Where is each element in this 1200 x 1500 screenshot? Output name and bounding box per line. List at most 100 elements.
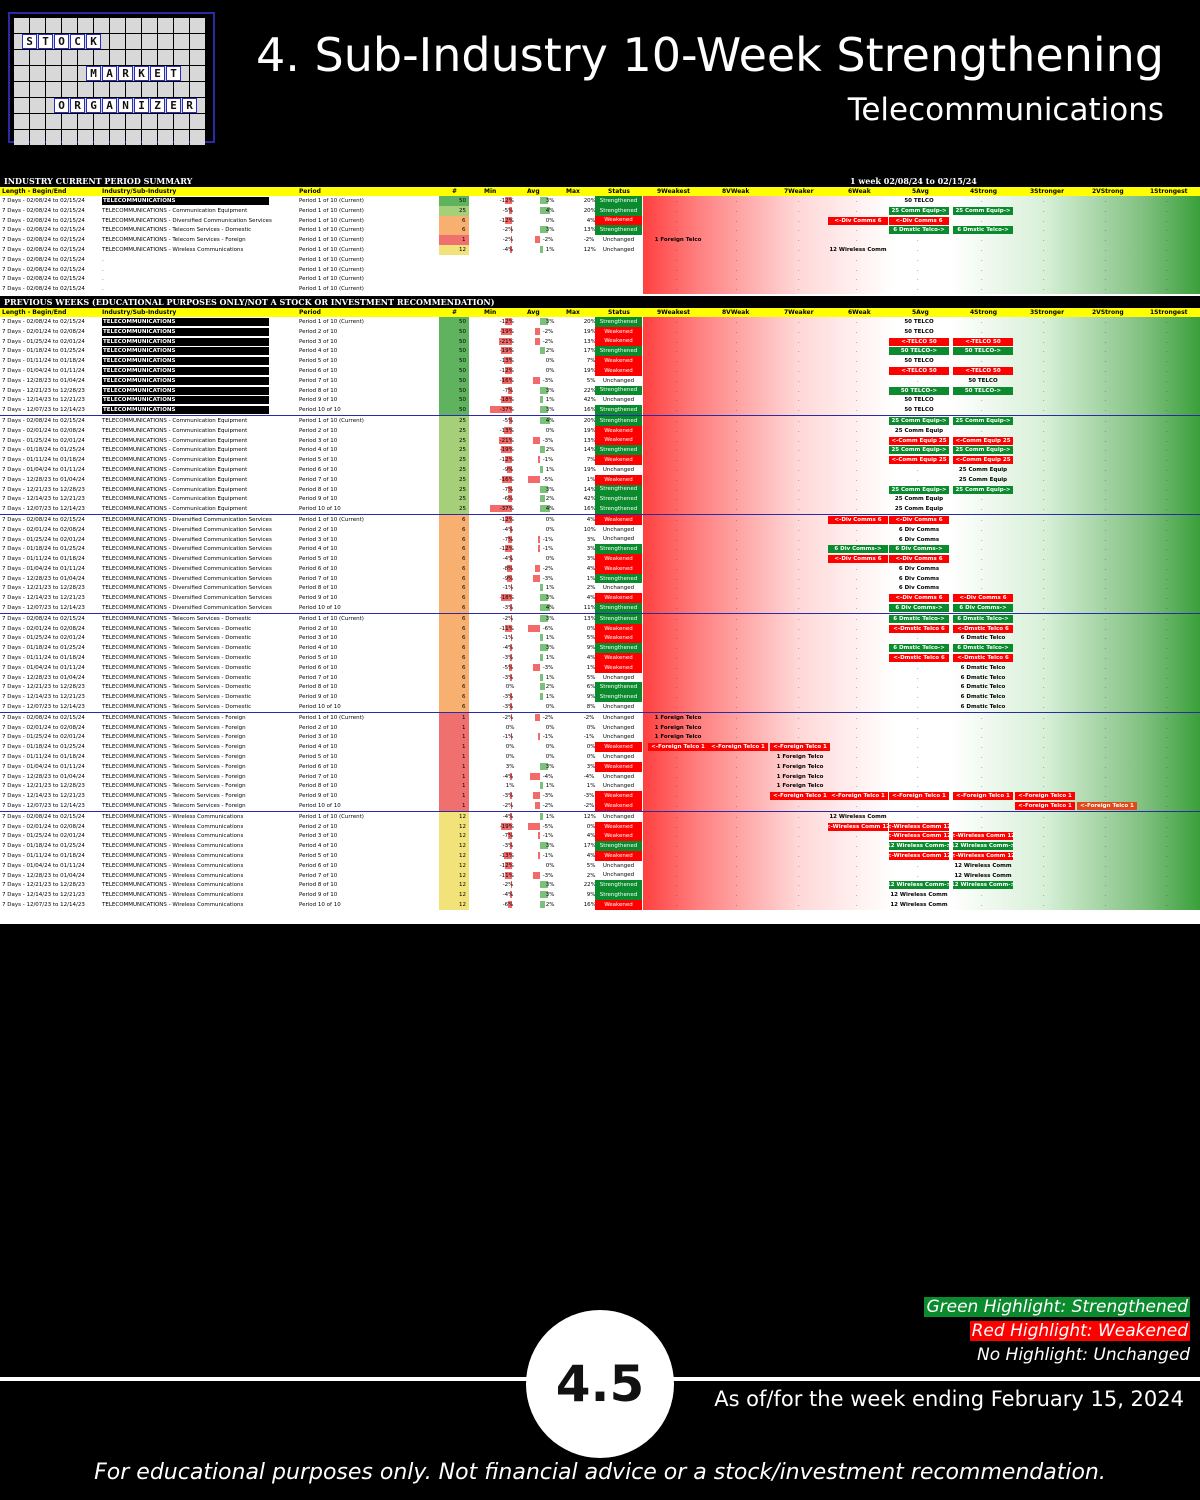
- empty-stage-dot: .: [1043, 266, 1045, 273]
- empty-stage-dot: .: [981, 813, 983, 820]
- empty-stage-dot: .: [1043, 276, 1045, 283]
- min-cell: -6%: [502, 901, 514, 908]
- empty-stage-dot: .: [676, 556, 678, 563]
- stage-placement-label: 6 Div Comms: [898, 536, 940, 543]
- length-cell: 7 Days - 02/08/24 to 02/15/24: [2, 256, 85, 263]
- min-bar: [504, 426, 512, 434]
- column-header: 3Stronger: [1030, 188, 1065, 195]
- empty-stage-dot: .: [1166, 635, 1168, 642]
- strength-heatmap-band: [643, 563, 1200, 574]
- empty-stage-dot: .: [981, 318, 983, 325]
- count-heat-cell: [439, 504, 469, 514]
- length-cell: 7 Days - 02/08/24 to 02/15/24: [2, 266, 85, 273]
- industry-cell: .: [102, 266, 104, 273]
- stage-placement-label: <-Div Comms 6: [889, 594, 949, 603]
- empty-stage-dot: .: [1105, 664, 1107, 671]
- period-cell: Period 4 of 10: [299, 744, 338, 751]
- empty-stage-dot: .: [1105, 823, 1107, 830]
- count-heat-cell: [439, 494, 469, 505]
- empty-stage-dot: .: [1043, 645, 1045, 652]
- strength-heatmap-band: [643, 326, 1200, 337]
- empty-stage-dot: .: [856, 526, 858, 533]
- stage-placement-label: 50 TELCO: [904, 358, 934, 365]
- stage-placement-label: 1 Foreign Telco: [654, 734, 702, 741]
- min-bar: [504, 197, 512, 204]
- table-row: 7 Days - 01/11/24 to 01/18/24 TELECOMMUNI…: [0, 851, 1200, 861]
- empty-stage-dot: .: [736, 595, 738, 602]
- empty-stage-dot: .: [856, 625, 858, 632]
- avg-bar: [537, 832, 540, 840]
- count-cell: 6: [462, 704, 466, 711]
- empty-stage-dot: .: [798, 605, 800, 612]
- period-cell: Period 7 of 10: [299, 872, 338, 879]
- max-cell: 4%: [586, 655, 596, 662]
- empty-stage-dot: .: [736, 526, 738, 533]
- stage-placement-label: <-TELCO 50: [953, 366, 1013, 375]
- empty-stage-dot: .: [1105, 793, 1107, 800]
- column-header: 3Stronger: [1030, 308, 1065, 316]
- min-cell: -18%: [499, 595, 514, 602]
- industry-cell: .: [102, 276, 104, 283]
- empty-stage-dot: .: [917, 862, 919, 869]
- empty-stage-dot: .: [1166, 227, 1168, 234]
- status-cell: Unchanged: [602, 714, 635, 721]
- length-cell: 7 Days - 02/08/24 to 02/15/24: [2, 813, 85, 820]
- empty-stage-dot: .: [1166, 754, 1168, 761]
- empty-stage-dot: .: [856, 684, 858, 691]
- empty-stage-dot: .: [798, 724, 800, 731]
- empty-stage-dot: .: [798, 328, 800, 335]
- max-cell: 19%: [583, 328, 596, 335]
- stage-placement-label: 1 Foreign Telco: [776, 754, 824, 761]
- count-heat-cell: [439, 415, 469, 426]
- min-cell: -16%: [499, 377, 514, 384]
- empty-stage-dot: .: [917, 694, 919, 701]
- empty-stage-dot: .: [917, 783, 919, 790]
- empty-stage-dot: .: [1166, 734, 1168, 741]
- min-bar: [510, 604, 512, 612]
- table-row: 7 Days - 01/04/24 to 01/11/24 TELECOMMUNI…: [0, 365, 1200, 376]
- empty-stage-dot: .: [856, 714, 858, 721]
- status-cell: Unchanged: [602, 377, 635, 384]
- avg-bar: [532, 376, 540, 384]
- stage-placement-label: <-Foreign Telco 1: [708, 743, 768, 752]
- avg-cell: 4%: [545, 506, 555, 513]
- status-cell: Weakened: [595, 593, 642, 604]
- empty-stage-dot: .: [676, 704, 678, 711]
- empty-stage-dot: .: [1105, 862, 1107, 869]
- table-row: 7 Days - 12/21/23 to 12/28/23 TELECOMMUNI…: [0, 682, 1200, 693]
- table-row: 7 Days - 02/08/24 to 02/15/24 TELECOMMUNI…: [0, 215, 1200, 226]
- stage-placement-label: <-Comm Equip 25: [953, 436, 1013, 445]
- empty-stage-dot: .: [736, 882, 738, 889]
- stage-placement-label: <-Foreign Telco 1: [828, 792, 888, 801]
- period-cell: Period 4 of 10: [299, 447, 338, 454]
- empty-stage-dot: .: [798, 714, 800, 721]
- strength-heatmap-band: [643, 692, 1200, 703]
- min-bar: [504, 366, 512, 374]
- column-header: 6Weak: [848, 308, 871, 316]
- empty-stage-dot: .: [736, 674, 738, 681]
- strength-heatmap-band: [643, 274, 1200, 285]
- period-cell: Period 7 of 10: [299, 476, 338, 483]
- empty-stage-dot: .: [676, 843, 678, 850]
- count-heat-cell: [439, 244, 469, 255]
- period-cell: Period 7 of 10: [299, 773, 338, 780]
- stage-placement-label: <-Comm Equip 25: [889, 456, 949, 465]
- stage-placement-label: 1 Foreign Telco: [776, 763, 824, 770]
- empty-stage-dot: .: [736, 237, 738, 244]
- empty-stage-dot: .: [1166, 207, 1168, 214]
- strength-heatmap-band: [643, 771, 1200, 782]
- avg-bar: [540, 495, 545, 503]
- table-row: 7 Days - 01/25/24 to 02/01/24 TELECOMMUNI…: [0, 435, 1200, 446]
- column-header: 4Strong: [970, 308, 998, 316]
- logo-letter: A: [102, 66, 117, 81]
- empty-stage-dot: .: [1105, 457, 1107, 464]
- stage-placement-label: 6 Div Comms->: [889, 604, 949, 613]
- period-cell: Period 3 of 10: [299, 833, 338, 840]
- empty-stage-dot: .: [676, 377, 678, 384]
- empty-stage-dot: .: [736, 377, 738, 384]
- length-cell: 7 Days - 02/01/24 to 02/08/24: [2, 427, 85, 434]
- empty-stage-dot: .: [798, 615, 800, 622]
- column-header: 8VWeak: [722, 188, 750, 195]
- min-bar: [504, 317, 512, 325]
- empty-stage-dot: .: [798, 635, 800, 642]
